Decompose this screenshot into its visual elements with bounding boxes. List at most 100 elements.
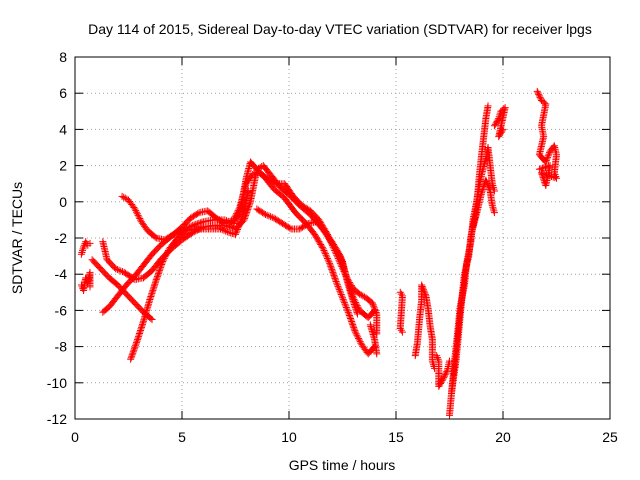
data-point	[164, 234, 172, 242]
data-point	[131, 205, 139, 213]
data-point	[283, 222, 291, 230]
x-tick-label: 10	[281, 429, 297, 445]
data-point	[437, 380, 445, 388]
data-point	[429, 359, 437, 367]
data-point	[535, 165, 543, 173]
data-point	[232, 211, 240, 219]
data-point	[132, 340, 140, 348]
data-point	[484, 182, 492, 190]
data-point	[181, 228, 189, 236]
data-point	[544, 153, 552, 161]
data-point	[352, 307, 360, 315]
data-point	[259, 172, 267, 180]
y-tick-label: -10	[47, 375, 67, 391]
y-tick-label: -6	[55, 302, 68, 318]
data-point	[256, 207, 264, 215]
data-point	[339, 294, 346, 302]
data-point	[347, 316, 355, 324]
data-point	[356, 338, 364, 346]
data-point	[418, 283, 426, 291]
data-point	[230, 214, 238, 222]
data-point	[540, 99, 548, 107]
data-point	[340, 299, 348, 307]
data-point	[256, 170, 264, 178]
data-point	[265, 175, 273, 183]
data-point	[490, 122, 498, 130]
y-axis: -12 -10 -8 -6 -4 -2 0 2 4 6 8	[47, 49, 610, 427]
data-point	[315, 238, 323, 246]
data-point	[420, 286, 428, 294]
data-point	[334, 250, 342, 258]
data-point	[86, 239, 94, 247]
data-point	[349, 297, 357, 305]
data-point	[353, 310, 361, 318]
data-point	[262, 173, 270, 181]
data-point	[355, 336, 363, 344]
data-point	[229, 216, 237, 224]
data-point	[335, 286, 343, 294]
data-point	[345, 312, 353, 320]
data-point	[535, 90, 543, 98]
data-point	[421, 290, 429, 298]
data-point	[325, 258, 333, 266]
data-point	[156, 265, 164, 273]
data-point	[442, 369, 450, 377]
data-point	[162, 251, 170, 259]
data-point	[196, 219, 204, 227]
data-point	[535, 92, 543, 100]
data-point	[439, 375, 447, 383]
data-point	[304, 205, 312, 213]
data-point	[232, 230, 239, 238]
data-point	[128, 352, 136, 360]
data-point	[235, 222, 243, 230]
data-point	[489, 182, 497, 190]
data-point	[421, 289, 429, 297]
data-point	[264, 174, 272, 182]
data-point	[538, 170, 546, 178]
data-point	[198, 218, 206, 226]
data-point	[397, 326, 405, 334]
x-tick-label: 0	[71, 429, 79, 445]
data-point	[337, 290, 345, 298]
data-point	[160, 254, 168, 262]
data-point	[326, 261, 334, 269]
data-point	[350, 299, 358, 307]
data-point	[121, 194, 129, 202]
y-tick-label: -4	[55, 266, 68, 282]
data-point	[147, 314, 155, 322]
data-point	[332, 245, 340, 253]
data-point	[488, 180, 496, 188]
data-point	[348, 318, 356, 326]
data-point	[336, 253, 344, 261]
data-point	[235, 221, 243, 229]
data-point	[324, 256, 332, 264]
data-point	[158, 259, 166, 267]
data-point	[496, 131, 504, 139]
data-point	[259, 209, 267, 217]
data-point	[357, 291, 365, 299]
data-point	[269, 178, 277, 186]
y-tick-label: 8	[59, 49, 67, 65]
data-point	[158, 261, 166, 269]
data-point	[482, 176, 490, 184]
data-point	[214, 215, 222, 223]
data-point	[312, 232, 320, 240]
data-point	[86, 283, 94, 291]
data-point	[493, 117, 501, 125]
data-point	[300, 222, 308, 230]
data-point	[368, 299, 376, 307]
data-point	[82, 238, 90, 246]
data-point	[334, 248, 342, 256]
data-point	[233, 227, 241, 235]
data-point	[160, 256, 168, 264]
data-point	[489, 205, 497, 213]
data-point	[303, 220, 311, 228]
data-point	[489, 203, 497, 211]
data-point	[533, 87, 541, 95]
data-point	[165, 233, 173, 241]
data-point	[536, 93, 544, 101]
data-point	[218, 218, 226, 226]
data-point	[544, 152, 552, 160]
data-point	[189, 212, 197, 220]
data-point	[436, 381, 444, 389]
